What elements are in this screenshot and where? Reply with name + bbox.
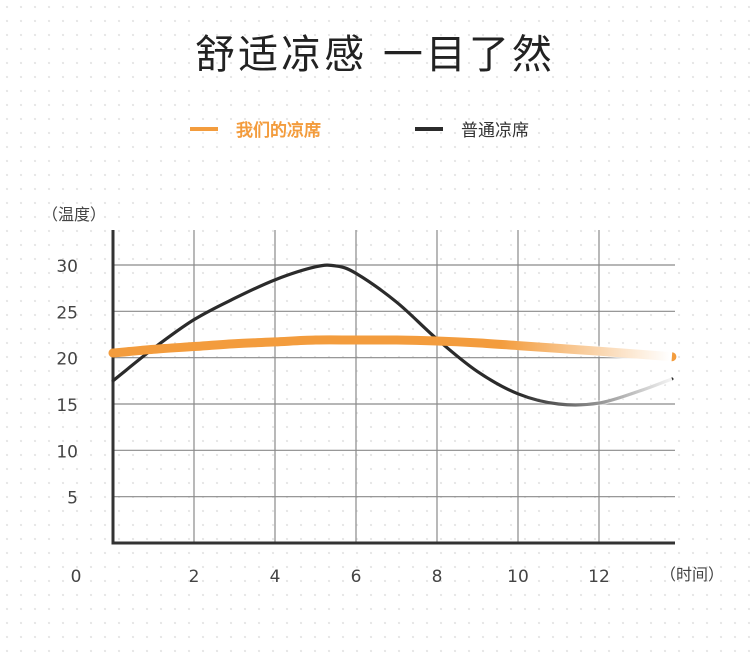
x-tick-label-4: 4 (270, 567, 281, 587)
y-tick-label-25: 25 (56, 303, 78, 323)
y-tick-label-5: 5 (67, 489, 78, 509)
y-tick-label-15: 15 (56, 396, 78, 416)
y-tick-label-20: 20 (56, 350, 78, 370)
x-tick-label-6: 6 (351, 567, 362, 587)
legend-label-regular-mat: 普通凉席 (461, 121, 529, 141)
x-tick-label-2: 2 (189, 567, 200, 587)
y-axis-label: （温度） (42, 205, 106, 224)
series-layer (108, 262, 677, 408)
series-group-1 (111, 262, 674, 408)
grid-layer (113, 230, 675, 543)
series-fade-1 (111, 262, 673, 408)
label-layer: 5 10 15 20 25 30 0 2 4 6 8 10 12 （温度） （时间） (42, 205, 724, 587)
legend-swatch-regular-mat (415, 126, 443, 131)
x-tick-label-12: 12 (588, 567, 610, 587)
legend-item-our-mat: 我们的凉席 (190, 116, 321, 141)
series-fade-0 (112, 334, 673, 363)
legend-item-regular-mat: 普通凉席 (415, 116, 529, 141)
x-axis-label: （时间） (660, 565, 724, 584)
y-tick-label-10: 10 (56, 442, 78, 462)
legend: 我们的凉席 普通凉席 (0, 116, 750, 142)
axis-layer (111, 230, 675, 545)
x-tick-label-8: 8 (432, 567, 443, 587)
legend-swatch-our-mat (190, 126, 218, 131)
legend-label-our-mat: 我们的凉席 (236, 121, 321, 141)
x-tick-label-0: 0 (71, 567, 82, 587)
x-tick-label-10: 10 (507, 567, 529, 587)
series-group-0 (108, 334, 677, 363)
page-title: 舒适凉感 一目了然 (195, 32, 555, 78)
y-tick-label-30: 30 (56, 257, 78, 277)
